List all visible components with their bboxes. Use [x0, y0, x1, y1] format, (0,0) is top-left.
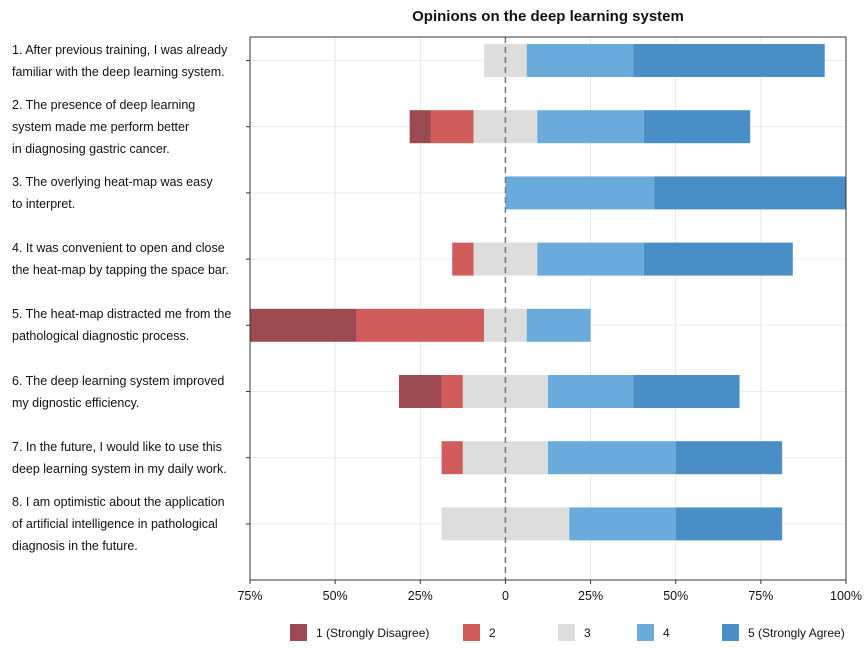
bar-q2-level-2 — [430, 110, 474, 144]
legend-item-5: 5 (Strongly Agree) — [722, 624, 845, 641]
legend-item-4: 4 — [637, 624, 670, 641]
bar-q1-level-5 — [633, 44, 825, 77]
legend-label-2: 2 — [489, 625, 496, 640]
legend-swatch-3 — [558, 624, 575, 641]
x-tick-label-0: 75% — [237, 589, 262, 603]
chart-title: Opinions on the deep learning system — [412, 8, 684, 25]
bar-q7-level-5 — [675, 441, 783, 475]
bar-q2-level-1 — [409, 110, 431, 144]
legend-label-4: 4 — [663, 625, 670, 640]
question-labels: 1. After previous training, I was alread… — [0, 0, 245, 600]
legend-swatch-1 — [290, 624, 307, 641]
bar-q8-level-4 — [569, 507, 676, 541]
bar-q5-level-2 — [356, 308, 485, 342]
bar-q2-level-5 — [643, 110, 751, 144]
bar-q4-level-4 — [537, 242, 644, 276]
bar-q6-level-4 — [548, 375, 634, 408]
bar-q5-level-3 — [484, 308, 527, 342]
bar-q3-level-4 — [505, 176, 655, 210]
legend-item-2: 2 — [463, 624, 496, 641]
legend-item-3: 3 — [558, 624, 591, 641]
bar-q6-level-2 — [441, 375, 463, 408]
bar-q6-level-5 — [633, 375, 740, 408]
x-tick-label-7: 100% — [830, 589, 862, 603]
x-tick-label-3: 0 — [502, 589, 509, 603]
bar-q4-level-5 — [643, 242, 793, 276]
likert-plot: 75% 50% 25% 0 25% 50% 75% 100% — [237, 36, 862, 603]
question-label-5: 5. The heat-map distracted me from the p… — [12, 307, 232, 344]
legend-swatch-5 — [722, 624, 739, 641]
question-label-2: 2. The presence of deep learning system … — [12, 97, 196, 156]
bar-q2-level-4 — [537, 110, 644, 144]
legend-swatch-4 — [637, 624, 654, 641]
x-tick-label-2: 25% — [408, 589, 433, 603]
bar-q6-level-1 — [399, 375, 442, 408]
x-tick-label-5: 50% — [663, 589, 688, 603]
question-label-3: 3. The overlying heat-map was easy to in… — [12, 174, 213, 211]
bar-q7-level-2 — [441, 441, 463, 475]
legend-label-1: 1 (Strongly Disagree) — [316, 625, 430, 640]
x-tick-label-1: 50% — [323, 589, 348, 603]
question-label-8: 8. I am optimistic about the application… — [12, 494, 225, 553]
plot-border — [249, 36, 847, 581]
bar-q1-level-4 — [526, 44, 634, 77]
bar-q8-level-5 — [675, 507, 783, 541]
question-label-7: 7. In the future, I would like to use th… — [12, 439, 227, 476]
question-label-6: 6. The deep learning system improved my … — [12, 373, 225, 410]
bar-q7-level-4 — [548, 441, 676, 475]
question-label-4: 4. It was convenient to open and close t… — [12, 241, 229, 278]
bar-q5-level-4 — [526, 308, 591, 342]
bar-q3-level-5 — [654, 176, 846, 210]
legend-item-1: 1 (Strongly Disagree) — [290, 624, 429, 641]
bar-q5-level-1 — [250, 308, 357, 342]
x-tick-label-4: 25% — [578, 589, 603, 603]
legend-label-5: 5 (Strongly Agree) — [748, 625, 845, 640]
question-label-1: 1. After previous training, I was alread… — [12, 42, 228, 79]
bar-q4-level-2 — [452, 242, 474, 276]
legend-label-3: 3 — [584, 625, 591, 640]
x-tick-label-6: 75% — [748, 589, 773, 603]
legend-swatch-2 — [463, 624, 480, 641]
